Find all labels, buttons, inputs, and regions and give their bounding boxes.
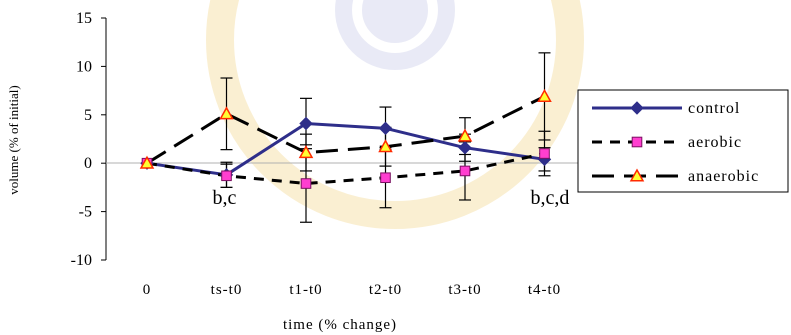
- marker-anaerobic: [378, 139, 393, 153]
- marker-aerobic: [539, 148, 550, 159]
- x-tick-label: t3-t0: [448, 282, 481, 298]
- watermark-core: [335, 0, 455, 70]
- y-tick-label: 5: [84, 107, 92, 124]
- marker-aerobic: [300, 178, 312, 189]
- marker-aerobic: [631, 136, 643, 148]
- marker-anaerobic: [298, 145, 314, 159]
- legend: control aerobic anaerobic: [577, 89, 789, 193]
- y-tick-label: 15: [76, 10, 92, 27]
- legend-label-aerobic: aerobic: [688, 134, 742, 151]
- annotation-label: b,c: [213, 187, 237, 209]
- marker-control: [458, 141, 472, 155]
- annotation-group: b,c b,c,d: [213, 187, 570, 209]
- marker-control: [299, 116, 313, 131]
- series-line-aerobic: [146, 152, 545, 186]
- marker-anaerobic: [629, 168, 645, 182]
- watermark-ring: [206, 0, 584, 229]
- legend-label-control: control: [688, 100, 740, 117]
- watermark-inner: [352, 0, 438, 53]
- watermark-seal: [206, 0, 584, 229]
- marker-anaerobic: [219, 106, 234, 120]
- y-tick-group: -10 -5 0 5 10 15: [71, 10, 106, 269]
- y-axis-label: volume (% of initial): [6, 85, 21, 194]
- annotation-label: b,c,d: [531, 187, 570, 209]
- series-line-control: [146, 121, 545, 177]
- y-tick-label: 10: [76, 58, 92, 75]
- y-tick-label: -10: [71, 252, 92, 269]
- y-tick-label: 0: [84, 155, 92, 172]
- marker-control: [630, 101, 644, 115]
- marker-aerobic: [380, 172, 391, 184]
- x-tick-label: ts-t0: [211, 282, 243, 298]
- x-axis-label: time (% change): [283, 317, 397, 333]
- marker-aerobic: [221, 170, 232, 182]
- legend-label-anaerobic: anaerobic: [688, 168, 759, 185]
- x-tick-group: 0 ts-t0 t1-t0 t2-t0 t3-t0 t4-t0: [143, 282, 561, 298]
- marker-anaerobic: [457, 128, 473, 142]
- series-line-anaerobic: [146, 95, 546, 165]
- marker-anaerobic: [537, 88, 552, 102]
- marker-control: [378, 121, 393, 136]
- x-tick-label: t4-t0: [528, 282, 561, 298]
- y-tick-label: -5: [79, 204, 92, 221]
- marker-aerobic: [459, 165, 471, 177]
- marker-group: [139, 88, 552, 189]
- x-tick-label: t1-t0: [289, 282, 322, 298]
- error-bar-group: [220, 52, 551, 223]
- x-tick-label: 0: [143, 282, 152, 298]
- marker-anaerobic: [139, 155, 155, 169]
- x-tick-label: t2-t0: [369, 282, 402, 298]
- series-line-group: [146, 95, 546, 186]
